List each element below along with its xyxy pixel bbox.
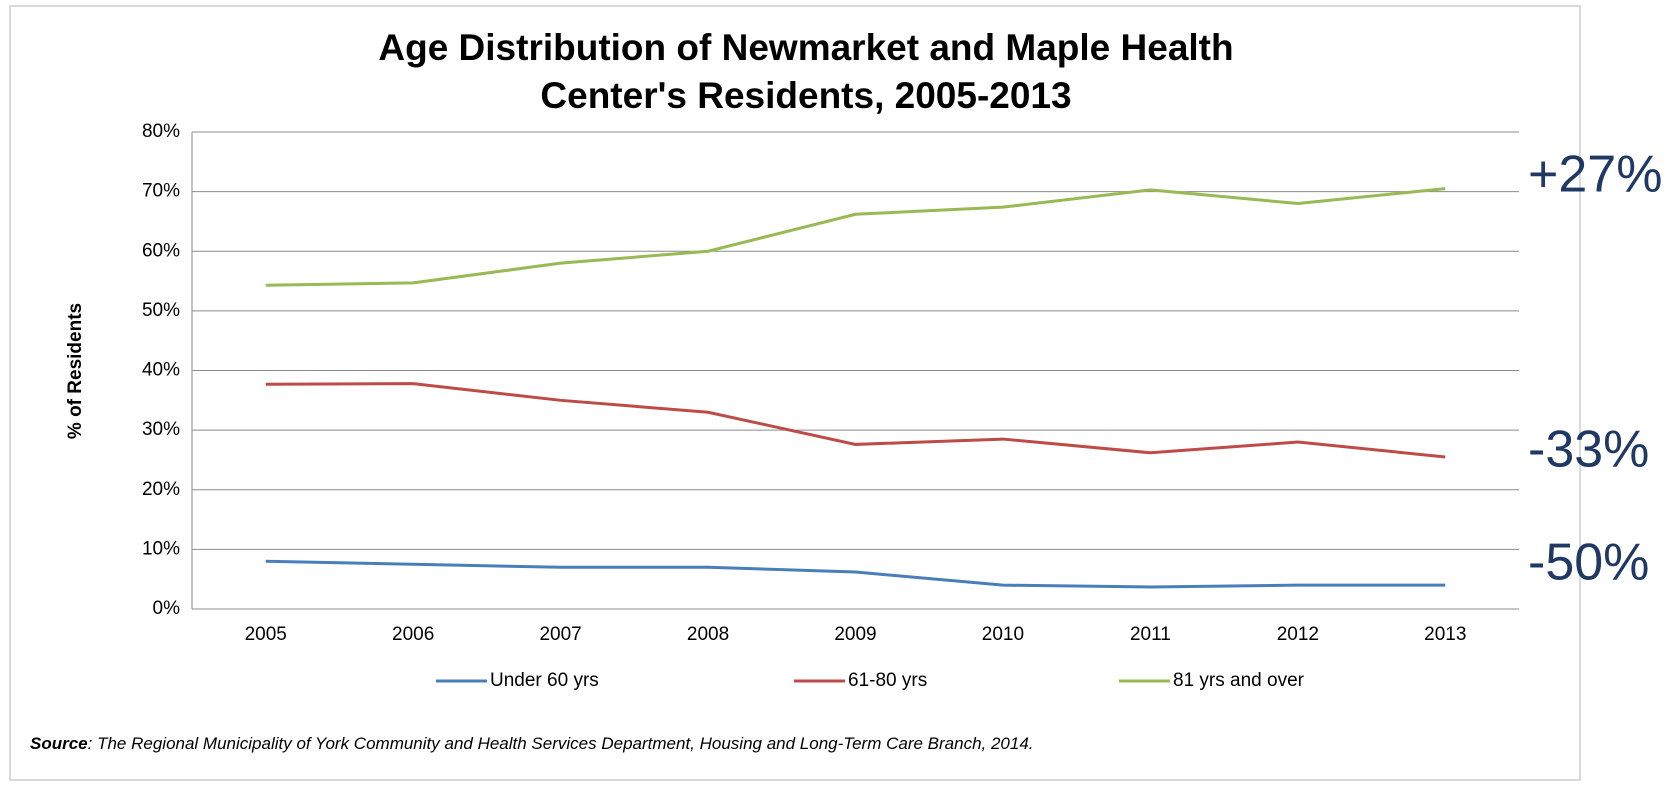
series-line <box>265 559 1446 589</box>
series-line <box>265 382 1446 459</box>
y-tick-label: 10% <box>142 538 180 559</box>
x-tick-label: 2006 <box>392 624 434 645</box>
y-tick-label: 80% <box>142 121 180 142</box>
x-tick-label: 2009 <box>834 624 876 645</box>
y-tick-label: 20% <box>142 479 180 500</box>
x-tick-label: 2012 <box>1277 624 1319 645</box>
y-tick-label: 50% <box>142 300 180 321</box>
y-tick-label: 70% <box>142 181 180 202</box>
series-line <box>265 187 1446 287</box>
source-text: : The Regional Municipality of York Comm… <box>88 734 1034 753</box>
x-tick-label: 2005 <box>245 624 287 645</box>
x-tick-label: 2011 <box>1130 624 1171 645</box>
y-tick-label: 60% <box>142 240 180 261</box>
source-label: Source <box>30 734 88 753</box>
legend-label: 81 yrs and over <box>1173 670 1305 691</box>
x-tick-label: 2010 <box>982 624 1024 645</box>
annotation: -50% <box>1528 534 1649 592</box>
legend-label: 61-80 yrs <box>848 670 927 691</box>
x-tick-label: 2007 <box>539 624 581 645</box>
y-tick-label: 0% <box>153 598 181 619</box>
source: Source: The Regional Municipality of Yor… <box>30 734 1034 753</box>
chart-title: Center's Residents, 2005-2013 <box>540 75 1071 116</box>
x-tick-label: 2013 <box>1424 624 1466 645</box>
y-tick-label: 30% <box>142 419 180 440</box>
y-axis-label: % of Residents <box>65 303 86 439</box>
chart-frame <box>9 5 1581 781</box>
legend-label: Under 60 yrs <box>490 670 599 691</box>
x-tick-label: 2008 <box>687 624 729 645</box>
annotation: +27% <box>1528 146 1662 204</box>
y-tick-label: 40% <box>142 360 180 381</box>
chart-title: Age Distribution of Newmarket and Maple … <box>378 27 1233 68</box>
annotation: -33% <box>1528 421 1649 479</box>
